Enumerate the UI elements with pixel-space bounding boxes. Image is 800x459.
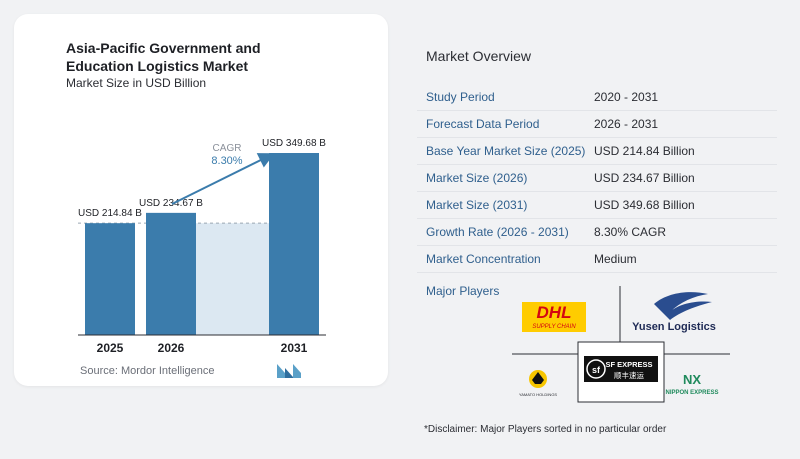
yusen-wordmark: Yusen Logistics	[632, 321, 716, 333]
cagr-value: 8.30%	[211, 155, 242, 167]
nx-wordmark: NX	[683, 372, 701, 387]
row-value: USD 349.68 Billion	[594, 198, 695, 212]
yamato-wordmark: YAMATO HOLDINGS	[519, 392, 558, 397]
source-note: Source: Mordor Intelligence	[80, 365, 215, 377]
bar-2026	[146, 212, 196, 335]
row-value: 8.30% CAGR	[594, 225, 667, 239]
player-logos: DHL SUPPLY CHAIN Yusen Logistics YAMATO …	[512, 286, 730, 403]
cagr-arrow	[171, 153, 275, 205]
overview-row: Market Concentration Medium	[417, 246, 777, 273]
row-label: Base Year Market Size (2025)	[426, 144, 586, 158]
row-value: 2020 - 2031	[594, 90, 659, 104]
overview-row: Study Period 2020 - 2031	[417, 84, 777, 111]
dhl-tagline: SUPPLY CHAIN	[532, 324, 576, 330]
sf-local-name: 顺丰速运	[614, 370, 644, 380]
overview-table: Study Period 2020 - 2031 Forecast Data P…	[417, 84, 777, 273]
row-label: Market Concentration	[426, 252, 541, 266]
mordor-logo-icon	[277, 364, 301, 378]
chart-title: Asia-Pacific Government and Education Lo…	[66, 40, 261, 74]
category-label: 2026	[158, 341, 185, 355]
row-value: 2026 - 2031	[594, 117, 659, 131]
disclaimer: *Disclaimer: Major Players sorted in no …	[424, 424, 667, 435]
row-value: Medium	[594, 252, 637, 266]
overview-row: Market Size (2026) USD 234.67 Billion	[417, 165, 777, 192]
sf-wordmark: SF EXPRESS	[605, 360, 652, 369]
yusen-wing-icon	[654, 292, 712, 320]
value-label: USD 349.68 B	[262, 138, 326, 149]
yusen-logo: Yusen Logistics	[632, 292, 716, 333]
players-title: Major Players	[426, 284, 500, 298]
row-label: Growth Rate (2026 - 2031)	[426, 225, 569, 239]
bar-chart: USD 214.84 B 2025 USD 234.67 B 2026 USD 349.…	[78, 138, 326, 355]
row-label: Market Size (2031)	[426, 198, 528, 212]
row-label: Market Size (2026)	[426, 171, 528, 185]
yamato-logo: YAMATO HOLDINGS	[519, 370, 558, 397]
sf-emblem-icon	[586, 359, 606, 379]
nx-subtitle: NIPPON EXPRESS	[665, 390, 718, 396]
row-value: USD 234.67 Billion	[594, 171, 695, 185]
row-value: USD 214.84 Billion	[594, 144, 695, 158]
dhl-wordmark: DHL	[537, 303, 572, 322]
overview-row: Growth Rate (2026 - 2031) 8.30% CAGR	[417, 219, 777, 246]
svg-text:sf: sf	[592, 365, 601, 375]
dhl-logo: DHL SUPPLY CHAIN	[522, 302, 586, 332]
sf-express-logo: sf SF EXPRESS 顺丰速运	[577, 341, 665, 403]
overview-row: Market Size (2031) USD 349.68 Billion	[417, 192, 777, 219]
cagr-label: CAGR	[213, 143, 242, 154]
nippon-express-logo: NX NIPPON EXPRESS	[665, 372, 718, 396]
growth-band	[191, 223, 269, 335]
overview-row: Base Year Market Size (2025) USD 214.84 …	[417, 138, 777, 165]
overview-title: Market Overview	[426, 48, 532, 64]
overview-row: Forecast Data Period 2026 - 2031	[417, 111, 777, 138]
category-label: 2031	[281, 341, 308, 355]
value-label: USD 234.67 B	[139, 198, 203, 209]
chart-subtitle: Market Size in USD Billion	[66, 76, 207, 90]
row-label: Forecast Data Period	[426, 117, 540, 131]
row-label: Study Period	[426, 90, 495, 104]
bar-2031	[269, 153, 319, 335]
category-label: 2025	[97, 341, 124, 355]
value-label: USD 214.84 B	[78, 208, 142, 219]
bar-2025	[85, 223, 135, 335]
